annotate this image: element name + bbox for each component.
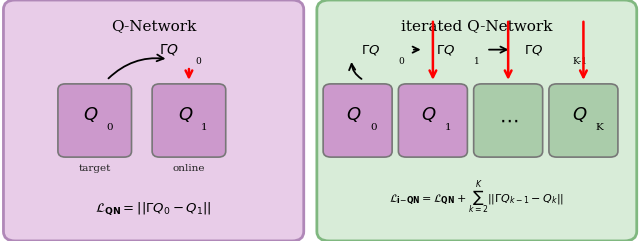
Text: K: K bbox=[595, 123, 603, 132]
Text: 0: 0 bbox=[370, 123, 376, 132]
Text: iterated Q-Network: iterated Q-Network bbox=[401, 19, 552, 33]
FancyBboxPatch shape bbox=[3, 0, 304, 241]
Text: $\Gamma Q$: $\Gamma Q$ bbox=[524, 43, 543, 57]
Text: $Q$: $Q$ bbox=[421, 105, 437, 124]
Text: $\cdots$: $\cdots$ bbox=[499, 111, 518, 130]
Text: $Q$: $Q$ bbox=[572, 105, 588, 124]
Text: 0: 0 bbox=[106, 123, 113, 132]
FancyBboxPatch shape bbox=[323, 84, 392, 157]
FancyBboxPatch shape bbox=[549, 84, 618, 157]
Text: Q-Network: Q-Network bbox=[111, 19, 196, 33]
Text: 1: 1 bbox=[474, 57, 479, 66]
Text: $Q$: $Q$ bbox=[83, 105, 99, 124]
Text: $\Gamma Q$: $\Gamma Q$ bbox=[436, 43, 455, 57]
Text: $\Gamma Q$: $\Gamma Q$ bbox=[159, 42, 180, 57]
FancyBboxPatch shape bbox=[58, 84, 132, 157]
FancyBboxPatch shape bbox=[398, 84, 467, 157]
Text: $\mathcal{L}_{\mathbf{i\mathrm{-}QN}} = \mathcal{L}_{\mathbf{QN}} + \sum_{k=2}^{: $\mathcal{L}_{\mathbf{i\mathrm{-}QN}} = … bbox=[389, 180, 564, 217]
Text: 1: 1 bbox=[200, 123, 207, 132]
Text: $Q$: $Q$ bbox=[346, 105, 362, 124]
Text: 0: 0 bbox=[399, 57, 404, 66]
Text: $\mathcal{L}_{\mathbf{QN}} = ||\Gamma Q_0 - Q_1||$: $\mathcal{L}_{\mathbf{QN}} = ||\Gamma Q_… bbox=[95, 201, 212, 217]
FancyBboxPatch shape bbox=[474, 84, 543, 157]
Text: $Q$: $Q$ bbox=[178, 105, 193, 124]
Text: target: target bbox=[79, 164, 111, 173]
Text: K-1: K-1 bbox=[573, 57, 588, 66]
Text: online: online bbox=[173, 164, 205, 173]
FancyBboxPatch shape bbox=[317, 0, 637, 241]
Text: 1: 1 bbox=[445, 123, 452, 132]
Text: $\Gamma Q$: $\Gamma Q$ bbox=[361, 43, 380, 57]
FancyBboxPatch shape bbox=[152, 84, 226, 157]
Text: 0: 0 bbox=[195, 57, 200, 66]
